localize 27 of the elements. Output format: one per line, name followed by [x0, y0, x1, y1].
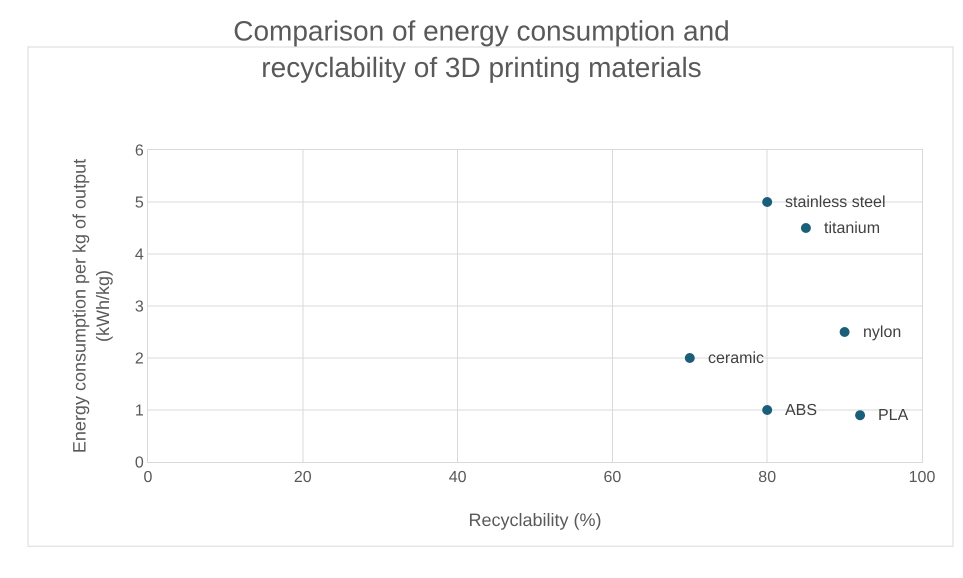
- y-tick-label: 1: [134, 402, 144, 420]
- point: [762, 197, 772, 207]
- annotation: PLA: [878, 407, 909, 424]
- point: [800, 223, 811, 233]
- x-tick-label: 20: [294, 469, 312, 486]
- annotation: nylon: [863, 324, 902, 341]
- y-tick-label: 3: [134, 298, 144, 316]
- x-axis-title: Recyclability (%): [468, 510, 602, 530]
- x-tick-label: 80: [758, 469, 776, 486]
- chart-title: Comparison of energy consumption and recyclability of 3D printing materials: [233, 15, 730, 83]
- y-tick-label: 5: [134, 194, 144, 212]
- x-tick-label: 100: [908, 469, 936, 486]
- point: [855, 410, 866, 420]
- y-tick-label: 2: [134, 350, 144, 368]
- y-tick-label: 4: [134, 246, 144, 264]
- y-axis-title: Energy consumption per kg of output (kWh/kg): [70, 158, 114, 454]
- annotation: ABS: [785, 402, 818, 419]
- y-tick-label: 0: [134, 454, 144, 472]
- annotation: titanium: [824, 220, 880, 237]
- point: [684, 353, 695, 363]
- x-tick-label: 40: [448, 469, 467, 486]
- y-tick-label: 6: [134, 142, 144, 160]
- annotation: stainless steel: [785, 194, 886, 211]
- annotation: ceramic: [708, 350, 764, 367]
- point: [840, 327, 850, 337]
- point: [762, 405, 772, 415]
- x-tick-label: 60: [604, 469, 622, 486]
